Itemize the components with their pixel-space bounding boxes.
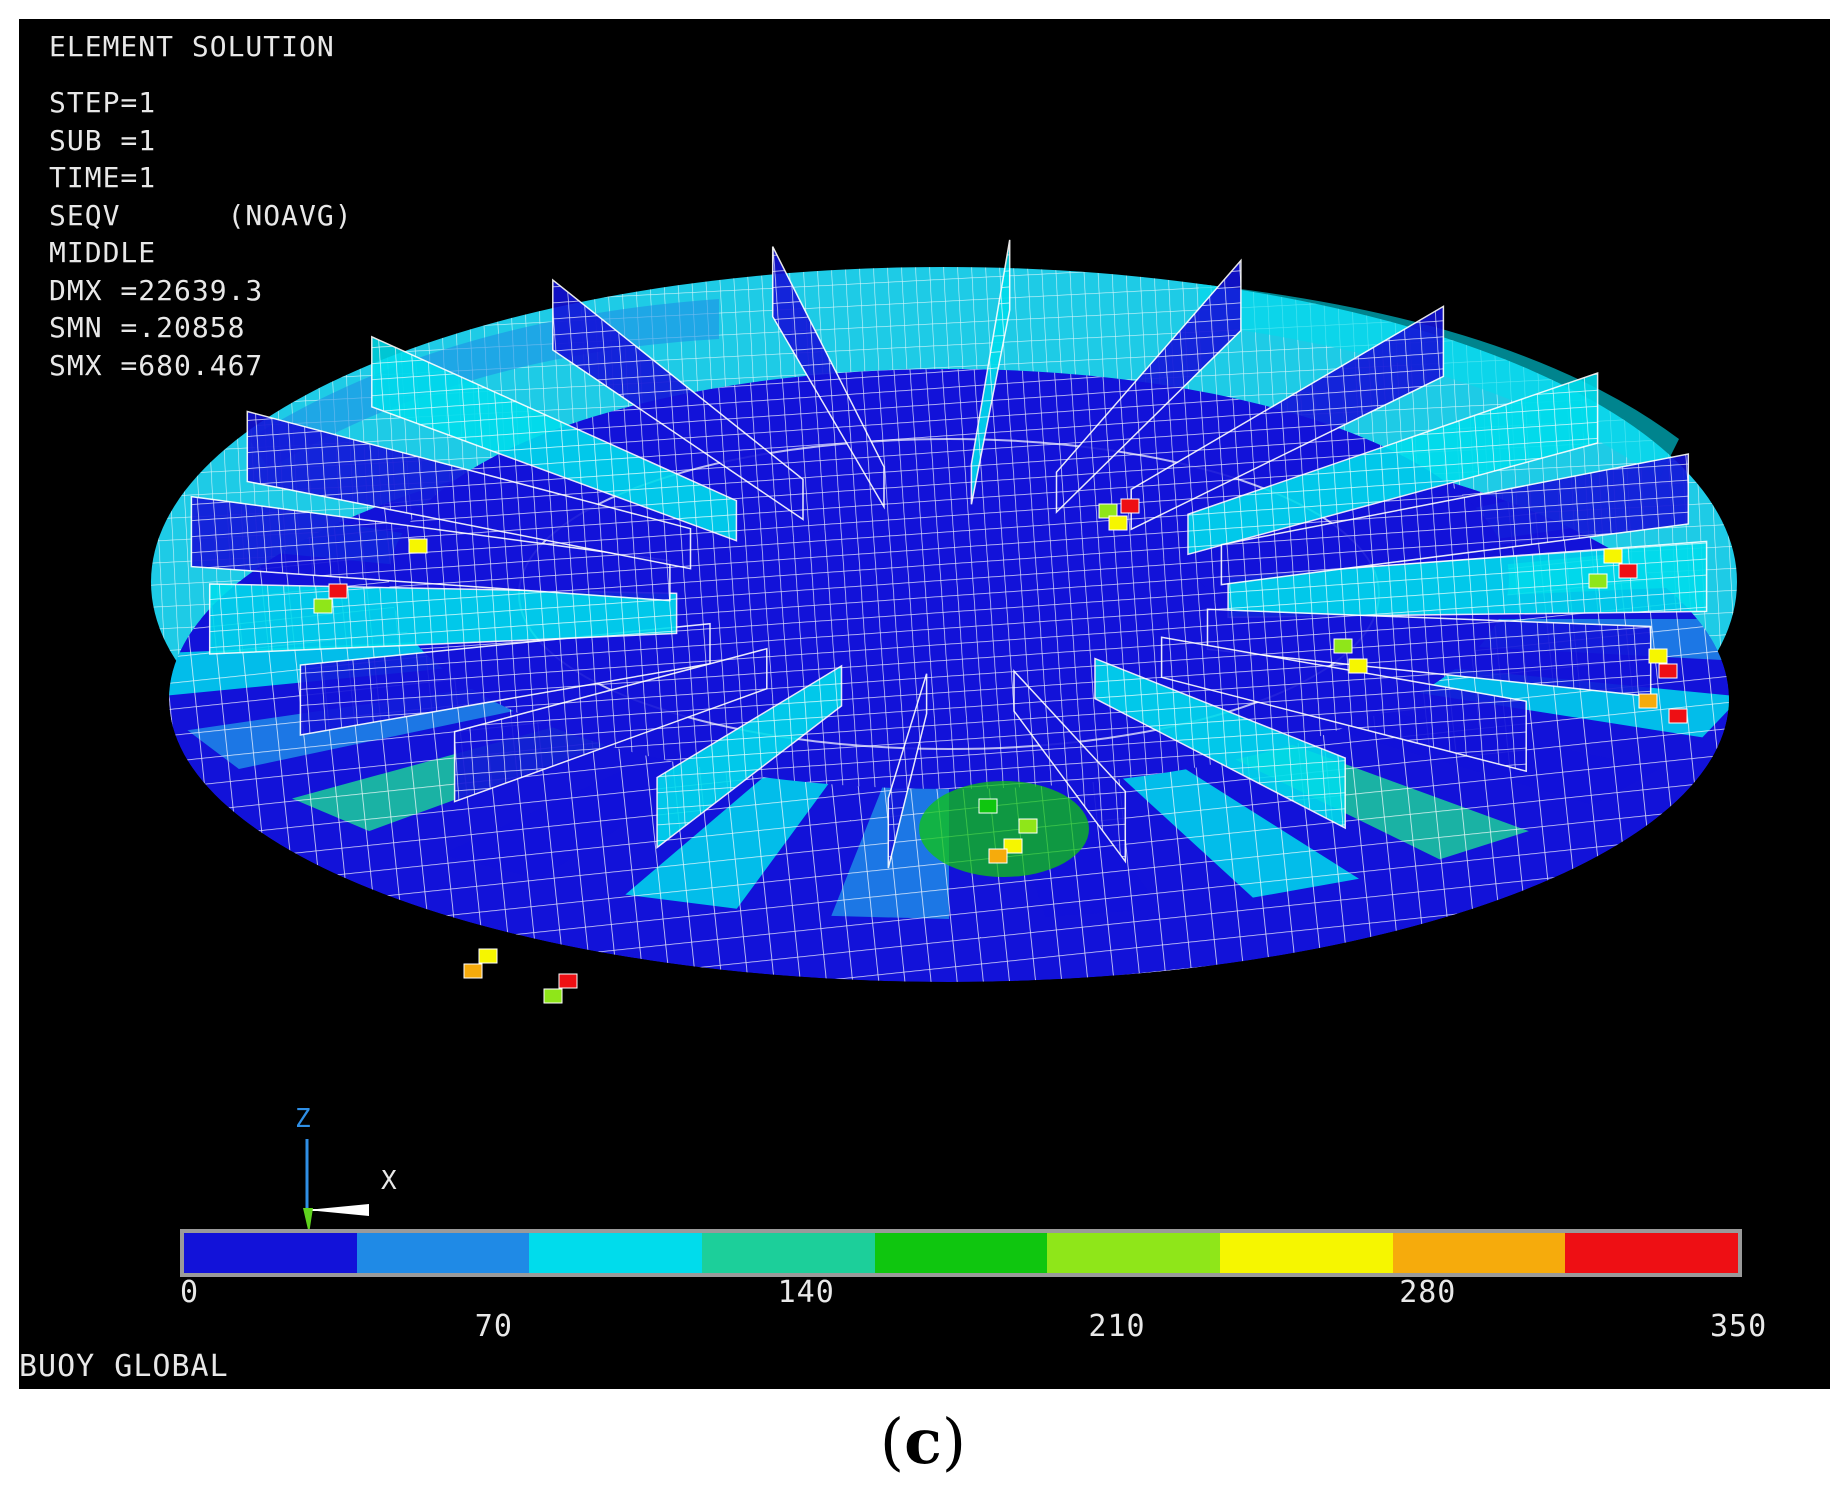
buoy-fem-mesh-plot — [151, 239, 1737, 1004]
legend-segment — [1565, 1233, 1739, 1273]
legend-tick-label: 280 — [1399, 1275, 1457, 1310]
caption-letter: c — [904, 1405, 942, 1478]
stiffener-mesh — [657, 665, 842, 848]
stiffener-mesh — [971, 239, 1010, 505]
legend-segment — [1220, 1233, 1393, 1273]
legend-tick-label: 350 — [1710, 1309, 1768, 1344]
hotspot-element — [988, 848, 1008, 864]
solution-info: STEP=1 SUB =1 TIME=1 SEQV (NOAVG) MIDDLE DMX … — [49, 84, 353, 384]
stiffener-mesh — [371, 336, 737, 541]
legend-segment — [702, 1233, 875, 1273]
legend-segment — [1047, 1233, 1221, 1273]
dmx-text: DMX =22639.3 — [49, 273, 264, 307]
hotspot-element — [328, 583, 348, 599]
legend-segment — [874, 1233, 1048, 1273]
stiffener-mesh — [454, 648, 767, 802]
hotspot-element — [463, 963, 483, 979]
layer-text: MIDDLE — [49, 236, 157, 269]
stress-hotspots — [313, 498, 1688, 1004]
hotspot-element — [408, 538, 428, 554]
stiffener-mesh — [247, 411, 691, 569]
hotspot-element — [1668, 708, 1688, 724]
hotspot-element — [558, 973, 578, 989]
legend-segment — [1392, 1233, 1566, 1273]
radial-stiffeners — [190, 239, 1708, 869]
stiffener-mesh — [772, 246, 884, 507]
legend-color-bar — [180, 1229, 1742, 1277]
legend-tick-label: 140 — [777, 1275, 835, 1310]
stiffener-mesh — [1161, 637, 1527, 772]
hotspot-element — [1618, 563, 1638, 579]
figure-caption: (c) — [0, 1405, 1846, 1478]
stiffener-mesh — [1188, 373, 1598, 555]
seqv-text: SEQV (NOAVG) — [49, 198, 353, 232]
stiffener-mesh — [1095, 658, 1346, 828]
hotspot-element — [543, 988, 563, 1004]
contour-legend: 0 70 140 210 280 350 — [180, 1229, 1766, 1359]
hotspot-element — [313, 598, 333, 614]
triad-icon — [303, 1139, 369, 1234]
legend-tick-label: 0 — [180, 1275, 200, 1310]
stiffener-mesh — [1207, 609, 1651, 697]
hotspot-element — [978, 798, 998, 814]
model-name: BUOY GLOBAL — [19, 1349, 229, 1384]
sub-text: SUB =1 — [49, 123, 157, 157]
x-axis-label: X — [381, 1166, 397, 1196]
stiffener-mesh — [1228, 541, 1707, 618]
time-text: TIME=1 — [49, 161, 157, 194]
stress-patch — [919, 781, 1089, 877]
hotspot-element — [1603, 548, 1623, 564]
caption-open: ( — [879, 1405, 905, 1478]
coordinate-triad: Z X — [289, 1104, 429, 1244]
caption-close: ) — [941, 1405, 967, 1478]
hotspot-element — [1120, 498, 1140, 514]
stiffener-mesh — [1221, 454, 1689, 585]
smn-text: SMN =.20858 — [49, 311, 246, 344]
stiffener-mesh — [1014, 671, 1126, 862]
legend-segment — [356, 1233, 530, 1273]
hotspot-element — [1648, 648, 1668, 664]
hotspot-element — [1003, 838, 1023, 854]
hotspot-element — [1018, 818, 1038, 834]
stiffener-mesh — [300, 623, 710, 735]
hotspot-element — [1348, 658, 1368, 674]
step-text: STEP=1 — [49, 86, 157, 119]
hotspot-element — [1638, 693, 1658, 709]
legend-segment — [529, 1233, 703, 1273]
hotspot-element — [1108, 515, 1128, 531]
stiffener-mesh — [1131, 306, 1444, 530]
legend-tick-label: 210 — [1088, 1309, 1146, 1344]
stiffener-mesh — [191, 496, 670, 601]
legend-tick-label: 70 — [474, 1309, 513, 1344]
stiffener-mesh — [888, 673, 927, 869]
model-viewport: ELEMENT SOLUTION STEP=1 SUB =1 TIME=1 SEQV … — [19, 19, 1830, 1389]
hotspot-element — [478, 948, 498, 964]
z-axis-label: Z — [295, 1104, 311, 1134]
plot-title: ELEMENT SOLUTION — [49, 30, 335, 63]
legend-segment — [184, 1233, 357, 1273]
hotspot-element — [1333, 638, 1353, 654]
hotspot-element — [1588, 573, 1608, 589]
stiffener-mesh — [552, 280, 803, 520]
smx-text: SMX =680.467 — [49, 348, 264, 382]
stiffener-mesh — [1056, 260, 1241, 513]
hotspot-element — [1098, 503, 1118, 519]
hotspot-element — [1658, 663, 1678, 679]
